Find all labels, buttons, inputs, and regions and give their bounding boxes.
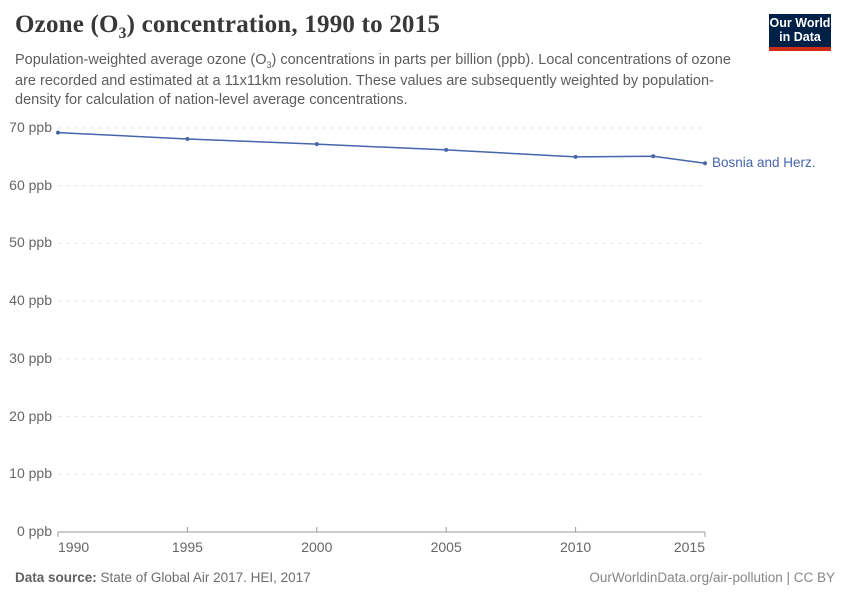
- y-axis-tick-label: 60 ppb: [9, 176, 52, 193]
- y-axis-tick-label: 40 ppb: [9, 292, 52, 309]
- data-point[interactable]: [573, 154, 578, 159]
- chart-title-subscript: 3: [118, 25, 127, 42]
- data-source-note: Data source: State of Global Air 2017. H…: [15, 570, 311, 585]
- chart-subtitle-text-tail: ) concentrations in parts per billion (p…: [15, 52, 731, 109]
- x-axis-tick-label: 2015: [673, 539, 705, 555]
- x-axis-tick-label: 1995: [171, 539, 203, 555]
- series-label-bosnia-and-herz[interactable]: Bosnia and Herz.: [712, 155, 816, 171]
- chart-subtitle: Population-weighted average ozone (O3) c…: [15, 51, 731, 110]
- data-source-label: Data source:: [15, 570, 97, 585]
- chart-subtitle-subscript: 3: [266, 59, 272, 70]
- x-axis-tick-label: 2000: [301, 539, 333, 555]
- chart-title: Ozone (O3) concentration, 1990 to 2015: [15, 11, 440, 43]
- x-axis-tick-label: 2005: [430, 539, 462, 555]
- y-axis-tick-label: 30 ppb: [9, 349, 52, 366]
- data-point[interactable]: [651, 154, 656, 159]
- data-point[interactable]: [703, 161, 707, 166]
- data-point[interactable]: [444, 147, 449, 152]
- chart-title-text-tail: ) concentration, 1990 to 2015: [126, 11, 441, 38]
- y-axis-tick-label: 50 ppb: [9, 234, 52, 251]
- y-axis-tick-label: 0 ppb: [16, 523, 52, 539]
- data-point[interactable]: [314, 142, 319, 147]
- x-axis-tick-label: 2010: [560, 539, 592, 555]
- series-line[interactable]: [57, 131, 706, 164]
- owid-logo-stripe: [769, 47, 831, 51]
- chart-title-text: Ozone (O: [15, 11, 119, 38]
- credit-link[interactable]: OurWorldinData.org/air-pollution | CC BY: [589, 570, 835, 585]
- owid-logo-line1: Our World: [769, 16, 831, 30]
- chart-subtitle-text: Population-weighted average ozone (O: [15, 52, 267, 68]
- owid-logo-line2: in Data: [779, 30, 821, 44]
- owid-logo[interactable]: Our World in Data: [769, 14, 831, 51]
- y-axis-tick-label: 20 ppb: [9, 407, 52, 424]
- data-point[interactable]: [56, 130, 60, 135]
- y-axis-tick-label: 70 ppb: [9, 119, 52, 135]
- y-axis-tick-label: 10 ppb: [9, 465, 52, 482]
- data-source-value: State of Global Air 2017. HEI, 2017: [96, 570, 311, 585]
- data-point[interactable]: [185, 136, 190, 141]
- x-axis-tick-label: 1990: [58, 539, 90, 555]
